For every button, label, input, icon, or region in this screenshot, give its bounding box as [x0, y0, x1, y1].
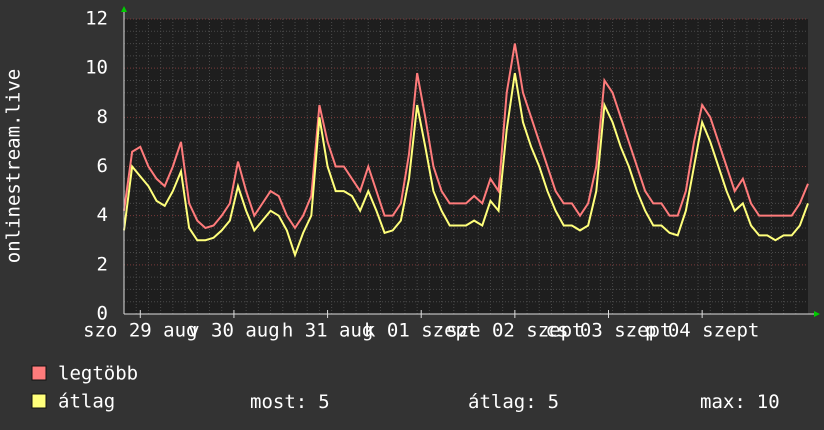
x-arrow — [814, 311, 820, 317]
stat-value: 5 — [318, 391, 329, 413]
y-tick-label: 10 — [85, 57, 108, 79]
y-arrow — [121, 6, 127, 12]
stat-label: átlag: — [468, 391, 537, 413]
stat-value: 5 — [548, 391, 559, 413]
x-tick-label: v 30 aug — [188, 320, 280, 342]
x-tick-label: sze 02 szept — [446, 320, 583, 342]
legend: legtöbb átlag most: 5 átlag: 5 max: 10 — [31, 363, 780, 413]
series-line — [123, 72, 809, 259]
legend-swatch — [31, 365, 47, 381]
y-tick-label: 12 — [85, 8, 108, 30]
y-tick-label: 2 — [97, 253, 108, 275]
stat-value: 10 — [757, 391, 780, 413]
x-tick-label: h 31 aug — [282, 320, 374, 342]
stat-label: max: — [700, 391, 746, 413]
y-tick-label: 8 — [97, 106, 108, 128]
legend-label: legtöbb — [58, 363, 138, 385]
series-line — [123, 43, 809, 230]
stat-label: most: — [250, 391, 307, 413]
plot — [123, 43, 809, 259]
legend-label: átlag — [58, 391, 115, 413]
y-axis-label: onlinestream.live — [3, 69, 25, 263]
stat: most: 5 — [250, 391, 330, 413]
y-tick-label: 6 — [97, 155, 108, 177]
y-tick-label: 4 — [97, 204, 108, 226]
stat: átlag: 5 — [468, 391, 559, 413]
x-tick-label: szo 29 aug — [83, 320, 197, 342]
stat: max: 10 — [700, 391, 780, 413]
x-tick-label: k 01 szept — [364, 320, 478, 342]
y-tick-label: 0 — [97, 303, 108, 325]
x-tick-label: p 04 szept — [645, 320, 759, 342]
x-tick-label: cs 03 szept — [546, 320, 672, 342]
legend-swatch — [31, 393, 47, 409]
